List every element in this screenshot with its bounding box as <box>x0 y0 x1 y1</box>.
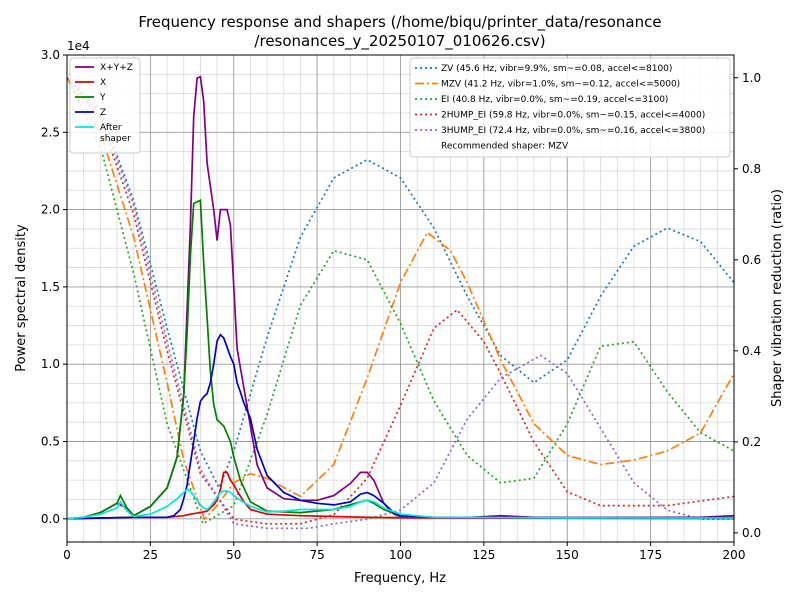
x-tick-label: 25 <box>143 548 158 562</box>
psd-curve-3 <box>66 333 734 520</box>
legend-shapers: ZV (45.6 Hz, vibr=9.9%, sm~=0.08, accel<… <box>409 57 731 158</box>
title-line-1: Frequency response and shapers (/home/bi… <box>138 13 661 32</box>
y2-axis-label: Shaper vibration reduction (ratio) <box>770 189 785 407</box>
y-tick-label: 2.5 <box>41 125 60 139</box>
y-offset-text: 1e4 <box>67 39 90 53</box>
psd-curve-4 <box>66 488 735 520</box>
x-axis-label: Frequency, Hz <box>354 571 446 586</box>
y2-tick-label: 0.4 <box>742 344 761 358</box>
title-line-2: /resonances_y_20250107_010626.csv) <box>254 32 545 51</box>
y2-axis-ticks: 0.0 0.2 0.4 0.6 0.8 1.0 <box>734 71 761 540</box>
legend-psd-label-3: Z <box>100 108 106 118</box>
legend-shaper-label-2: EI (40.8 Hz, vibr=0.0%, sm~=0.19, accel<… <box>441 95 668 105</box>
legend-psd-label-4: shaper <box>100 134 131 144</box>
legend-shaper-label-4: 3HUMP_EI (72.4 Hz, vibr=0.0%, sm~=0.16, … <box>441 126 705 136</box>
y2-tick-label: 0.6 <box>742 253 761 267</box>
shaper-curve-1 <box>66 77 735 521</box>
legend-psd-label-0: X+Y+Z <box>100 63 133 73</box>
y-tick-label: 0.5 <box>41 435 60 449</box>
x-tick-label: 75 <box>309 548 324 562</box>
y2-tick-label: 0.0 <box>742 526 761 540</box>
x-tick-label: 0 <box>63 548 71 562</box>
recommended-shaper-text: Recommended shaper: MZV <box>441 142 569 152</box>
x-axis-ticks: 0 25 50 75 100 125 150 175 200 <box>63 542 745 562</box>
legend-shaper-label-3: 2HUMP_EI (59.8 Hz, vibr=0.0%, sm~=0.15, … <box>441 111 705 121</box>
x-tick-label: 200 <box>723 548 746 562</box>
y-tick-label: 3.0 <box>41 48 60 62</box>
legend-shaper-label-0: ZV (45.6 Hz, vibr=9.9%, sm~=0.08, accel<… <box>441 64 672 74</box>
shaper-curves <box>66 77 735 530</box>
legend-shaper-label-1: MZV (41.2 Hz, vibr=1.0%, sm~=0.12, accel… <box>441 80 680 90</box>
y-axis-label: Power spectral density <box>14 224 29 372</box>
y-axis-ticks: 0.0 0.5 1.0 1.5 2.0 2.5 3.0 <box>41 48 67 526</box>
x-tick-label: 175 <box>639 548 662 562</box>
y-tick-label: 1.0 <box>41 357 60 371</box>
psd-curves <box>66 75 735 520</box>
x-tick-label: 150 <box>556 548 579 562</box>
y-tick-label: 2.0 <box>41 203 60 217</box>
legend-psd-label-2: Y <box>99 93 106 103</box>
legend-psd-label-1: X <box>100 78 106 88</box>
x-tick-label: 125 <box>472 548 495 562</box>
x-tick-label: 100 <box>389 548 412 562</box>
shaper-curve-4 <box>66 77 734 530</box>
psd-curve-1 <box>66 471 735 520</box>
y2-tick-label: 0.8 <box>742 162 761 176</box>
y-tick-label: 0.0 <box>41 512 60 526</box>
y-tick-label: 1.5 <box>41 280 60 294</box>
y2-tick-label: 0.2 <box>742 435 761 449</box>
shaper-curve-0 <box>66 77 735 490</box>
y2-tick-label: 1.0 <box>742 71 761 85</box>
legend-shapers-box <box>409 57 731 158</box>
legend-psd-label-4: After <box>100 123 122 133</box>
title: Frequency response and shapers (/home/bi… <box>138 13 661 51</box>
x-tick-label: 50 <box>226 548 241 562</box>
shaper-curve-2 <box>66 77 735 526</box>
